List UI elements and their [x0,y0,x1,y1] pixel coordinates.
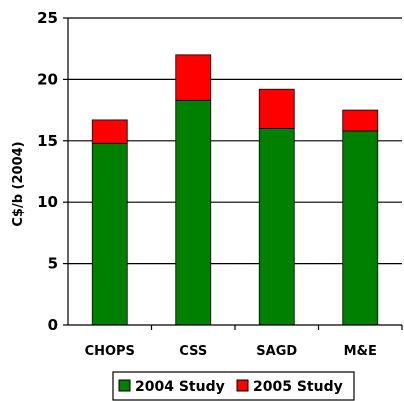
y-tick-label: 20 [37,70,58,88]
x-category-label: M&E [344,344,377,359]
bar-chops-2004-study [91,142,128,326]
legend: 2004 Study 2005 Study [112,371,355,401]
y-axis-title: C$/b (2004) [11,141,26,226]
x-category-label: SAGD [256,344,297,359]
legend-label-2005-study: 2005 Study [253,379,343,395]
bar-css-2004-study [175,99,212,326]
bar-sagd-2005-study [258,88,295,129]
x-category-labels: CHOPS CSS SAGD M&E [85,344,377,359]
bar-sagd-2004-study [258,128,295,326]
y-tick-label: 15 [37,132,58,150]
bar-chops-2005-study [91,119,128,144]
y-tick-label: 5 [48,255,58,273]
x-category-label: CSS [179,344,207,359]
axes [63,17,403,330]
legend-frame [112,371,355,401]
legend-swatch-2005-study [236,379,249,392]
y-tick-label: 25 [37,9,58,27]
bar-css-2005-study [175,54,212,101]
y-tick-label: 10 [37,193,58,211]
legend-swatch-2004-study [118,379,131,392]
bars [91,54,379,326]
bar-m-e-2004-study [342,130,379,326]
y-tick-label: 0 [48,316,58,334]
bar-m-e-2005-study [342,109,379,132]
legend-label-2004-study: 2004 Study [135,379,225,395]
x-category-label: CHOPS [85,344,135,359]
y-tick-labels: 0 5 10 15 20 25 [37,9,58,334]
